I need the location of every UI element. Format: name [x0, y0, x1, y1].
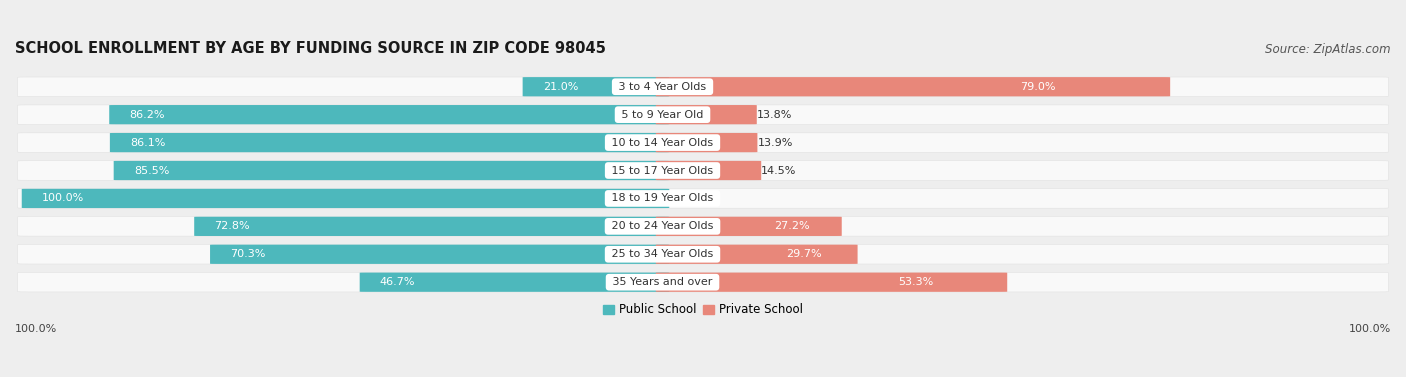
FancyBboxPatch shape	[209, 245, 669, 264]
FancyBboxPatch shape	[18, 189, 1388, 208]
FancyBboxPatch shape	[114, 161, 669, 180]
FancyBboxPatch shape	[655, 161, 761, 180]
Text: 5 to 9 Year Old: 5 to 9 Year Old	[619, 110, 707, 120]
FancyBboxPatch shape	[18, 133, 1388, 152]
Text: 100.0%: 100.0%	[42, 193, 84, 204]
FancyBboxPatch shape	[360, 273, 669, 292]
FancyBboxPatch shape	[18, 77, 1388, 97]
Text: Source: ZipAtlas.com: Source: ZipAtlas.com	[1265, 43, 1391, 56]
FancyBboxPatch shape	[18, 273, 1388, 292]
Text: 13.9%: 13.9%	[758, 138, 793, 147]
FancyBboxPatch shape	[655, 77, 1170, 97]
Text: 53.3%: 53.3%	[898, 277, 934, 287]
Text: 27.2%: 27.2%	[775, 221, 810, 231]
Text: 18 to 19 Year Olds: 18 to 19 Year Olds	[609, 193, 717, 204]
Text: SCHOOL ENROLLMENT BY AGE BY FUNDING SOURCE IN ZIP CODE 98045: SCHOOL ENROLLMENT BY AGE BY FUNDING SOUR…	[15, 41, 606, 56]
FancyBboxPatch shape	[655, 245, 858, 264]
Text: 100.0%: 100.0%	[15, 323, 58, 334]
Text: 13.8%: 13.8%	[756, 110, 792, 120]
FancyBboxPatch shape	[110, 105, 669, 124]
FancyBboxPatch shape	[110, 133, 669, 152]
Text: 46.7%: 46.7%	[380, 277, 415, 287]
Text: 35 Years and over: 35 Years and over	[609, 277, 716, 287]
FancyBboxPatch shape	[18, 217, 1388, 236]
Text: 25 to 34 Year Olds: 25 to 34 Year Olds	[609, 249, 717, 259]
Text: 3 to 4 Year Olds: 3 to 4 Year Olds	[616, 82, 710, 92]
FancyBboxPatch shape	[655, 273, 1007, 292]
FancyBboxPatch shape	[523, 77, 669, 97]
Text: 86.1%: 86.1%	[131, 138, 166, 147]
Text: 29.7%: 29.7%	[786, 249, 821, 259]
Legend: Public School, Private School: Public School, Private School	[599, 299, 807, 321]
FancyBboxPatch shape	[655, 217, 842, 236]
FancyBboxPatch shape	[655, 133, 758, 152]
Text: 21.0%: 21.0%	[543, 82, 578, 92]
Text: 70.3%: 70.3%	[231, 249, 266, 259]
Text: 10 to 14 Year Olds: 10 to 14 Year Olds	[609, 138, 717, 147]
FancyBboxPatch shape	[18, 245, 1388, 264]
FancyBboxPatch shape	[655, 105, 756, 124]
Text: 86.2%: 86.2%	[129, 110, 165, 120]
Text: 85.5%: 85.5%	[134, 166, 169, 176]
Text: 20 to 24 Year Olds: 20 to 24 Year Olds	[607, 221, 717, 231]
FancyBboxPatch shape	[18, 161, 1388, 180]
Text: 14.5%: 14.5%	[761, 166, 797, 176]
FancyBboxPatch shape	[194, 217, 669, 236]
Text: 72.8%: 72.8%	[215, 221, 250, 231]
FancyBboxPatch shape	[18, 105, 1388, 124]
Text: 79.0%: 79.0%	[1021, 82, 1056, 92]
FancyBboxPatch shape	[21, 189, 669, 208]
Text: 15 to 17 Year Olds: 15 to 17 Year Olds	[609, 166, 717, 176]
Text: 100.0%: 100.0%	[1348, 323, 1391, 334]
